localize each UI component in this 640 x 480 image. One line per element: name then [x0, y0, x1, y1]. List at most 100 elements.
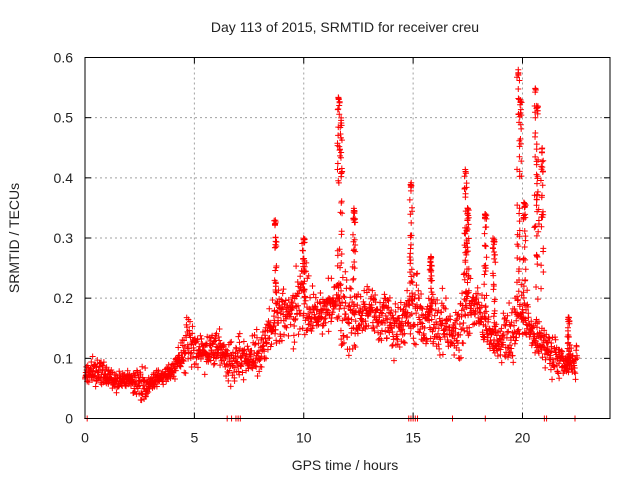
data-point [407, 257, 414, 264]
y-tick-label: 0.5 [54, 110, 74, 126]
data-point [504, 312, 511, 319]
data-point [337, 327, 344, 334]
data-point [517, 135, 524, 142]
data-point [384, 305, 391, 312]
data-point [416, 316, 423, 323]
data-point [413, 301, 420, 308]
data-point [408, 179, 415, 186]
data-point [547, 352, 554, 359]
data-point [240, 376, 247, 383]
data-point [464, 226, 471, 233]
data-point [180, 358, 187, 365]
data-point [277, 333, 284, 340]
data-point [401, 339, 408, 346]
data-point [521, 243, 528, 250]
data-point [515, 296, 522, 303]
data-point [345, 315, 352, 322]
data-point [352, 219, 359, 226]
data-point [374, 306, 381, 313]
data-point [481, 281, 488, 288]
data-point [293, 263, 300, 270]
data-point [520, 216, 527, 223]
data-point [272, 234, 279, 241]
data-point [407, 280, 414, 287]
data-point [336, 111, 343, 118]
data-point [463, 304, 470, 311]
data-point [287, 310, 294, 317]
data-point [435, 330, 442, 337]
data-point [350, 247, 357, 254]
data-point [217, 362, 224, 369]
data-point [511, 340, 518, 347]
data-point [342, 268, 349, 275]
data-point [408, 266, 415, 273]
data-point [167, 375, 174, 382]
data-point [197, 356, 204, 363]
data-point [533, 146, 540, 153]
data-point [413, 282, 420, 289]
data-point [300, 280, 307, 287]
data-point [371, 327, 378, 334]
data-point [482, 243, 489, 250]
data-point [92, 373, 99, 380]
data-point [505, 328, 512, 335]
data-point [342, 299, 349, 306]
data-point [428, 272, 435, 279]
data-point [418, 290, 425, 297]
data-point [532, 89, 539, 96]
data-point [439, 317, 446, 324]
data-point [540, 245, 547, 252]
data-point [533, 141, 540, 148]
data-point [465, 214, 472, 221]
data-point [226, 367, 233, 374]
data-point [287, 321, 294, 328]
data-point [386, 294, 393, 301]
data-point [348, 329, 355, 336]
data-point [565, 334, 572, 341]
data-point [516, 218, 523, 225]
data-point [189, 330, 196, 337]
data-point [501, 352, 508, 359]
data-point [297, 273, 304, 280]
data-point [424, 338, 431, 345]
data-point [297, 284, 304, 291]
data-point [414, 270, 421, 277]
x-tick-label: 5 [190, 430, 198, 446]
data-point [139, 391, 146, 398]
data-point [412, 341, 419, 348]
data-point [572, 376, 579, 383]
data-point [334, 315, 341, 322]
data-point [363, 289, 370, 296]
data-point [236, 339, 243, 346]
data-point [416, 295, 423, 302]
data-point [351, 303, 358, 310]
data-point [474, 284, 481, 291]
y-tick-label: 0.6 [54, 50, 74, 66]
data-point [515, 72, 522, 79]
data-point [572, 356, 579, 363]
data-point [205, 352, 212, 359]
data-point [227, 339, 234, 346]
data-point [516, 113, 523, 120]
data-point [539, 354, 546, 361]
data-point [335, 179, 342, 186]
data-point [272, 283, 279, 290]
data-point [428, 289, 435, 296]
data-point [352, 344, 359, 351]
data-point [388, 307, 395, 314]
data-point [368, 304, 375, 311]
data-point [189, 323, 196, 330]
data-point [308, 327, 315, 334]
data-point [452, 325, 459, 332]
data-point [341, 294, 348, 301]
data-point [338, 119, 345, 126]
data-point [351, 236, 358, 243]
data-point [374, 323, 381, 330]
data-point [379, 310, 386, 317]
data-point [329, 309, 336, 316]
data-point [533, 284, 540, 291]
data-point [461, 270, 468, 277]
data-point [533, 232, 540, 239]
data-point [333, 301, 340, 308]
data-point [511, 305, 518, 312]
